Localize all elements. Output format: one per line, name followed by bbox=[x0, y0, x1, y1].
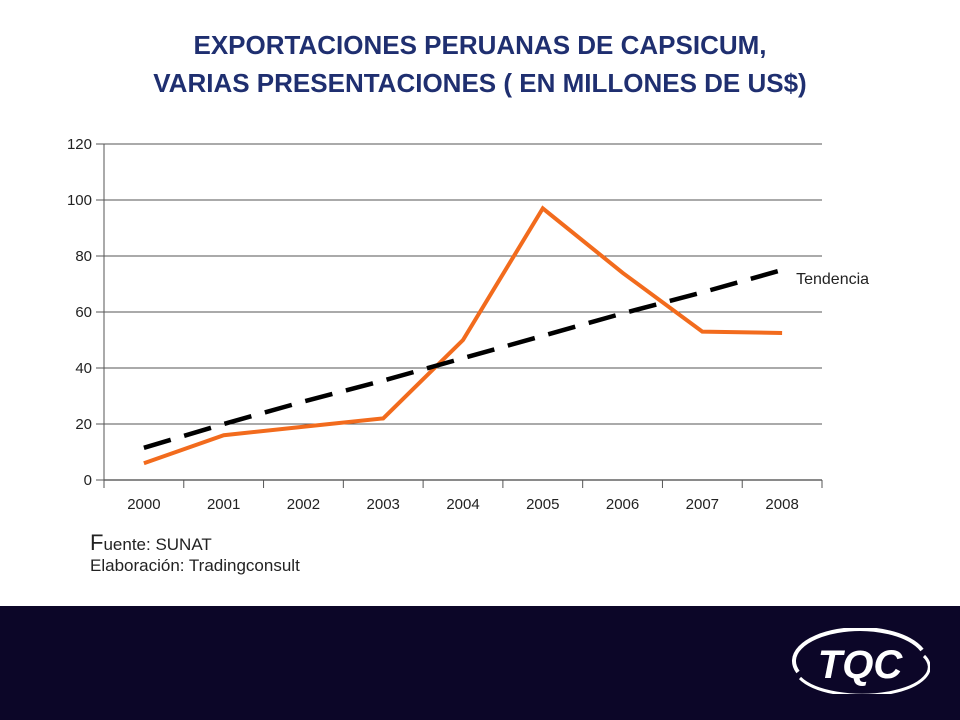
elaboration-line: Elaboración: Tradingconsult bbox=[90, 556, 300, 575]
x-tick-label: 2005 bbox=[526, 496, 559, 513]
source-notes: Fuente: SUNAT Elaboración: Tradingconsul… bbox=[90, 532, 300, 576]
x-tick-label: 2003 bbox=[367, 496, 400, 513]
y-tick-label: 0 bbox=[84, 472, 92, 489]
logo-text: TQC bbox=[818, 643, 904, 687]
y-tick-label: 20 bbox=[75, 416, 92, 433]
chart-title: EXPORTACIONES PERUANAS DE CAPSICUM, VARI… bbox=[0, 26, 960, 102]
series-line-tendencia bbox=[143, 267, 783, 450]
x-tick-label: 2007 bbox=[686, 496, 719, 513]
y-tick-label: 80 bbox=[75, 248, 92, 265]
source-initial: F bbox=[90, 530, 104, 555]
source-line: Fuente: SUNAT bbox=[90, 532, 300, 555]
source-text: uente: SUNAT bbox=[103, 535, 212, 554]
x-tick-label: 2001 bbox=[207, 496, 240, 513]
series-label-tendencia: Tendencia bbox=[796, 271, 869, 288]
y-tick-label: 60 bbox=[75, 304, 92, 321]
footer-band: TQC bbox=[0, 606, 960, 720]
logo-swoosh-bottom bbox=[798, 654, 930, 694]
y-tick-label: 120 bbox=[67, 136, 92, 153]
x-tick-label: 2000 bbox=[127, 496, 160, 513]
title-line-1: EXPORTACIONES PERUANAS DE CAPSICUM, bbox=[193, 30, 767, 60]
title-line-2: VARIAS PRESENTACIONES ( EN MILLONES DE U… bbox=[153, 68, 807, 98]
x-tick-label: 2006 bbox=[606, 496, 639, 513]
x-tick-label: 2004 bbox=[446, 496, 479, 513]
x-tick-label: 2008 bbox=[765, 496, 798, 513]
logo-swoosh-top bbox=[792, 628, 924, 674]
series-line-exports bbox=[143, 205, 783, 466]
y-tick-label: 40 bbox=[75, 360, 92, 377]
tqc-logo: TQC bbox=[792, 628, 930, 694]
line-chart: 0 20 40 60 80 100 120 2000 2001 2002 2003 2004 2005 2… bbox=[67, 136, 869, 513]
x-tick-label: 2002 bbox=[287, 496, 320, 513]
y-tick-label: 100 bbox=[67, 192, 92, 209]
